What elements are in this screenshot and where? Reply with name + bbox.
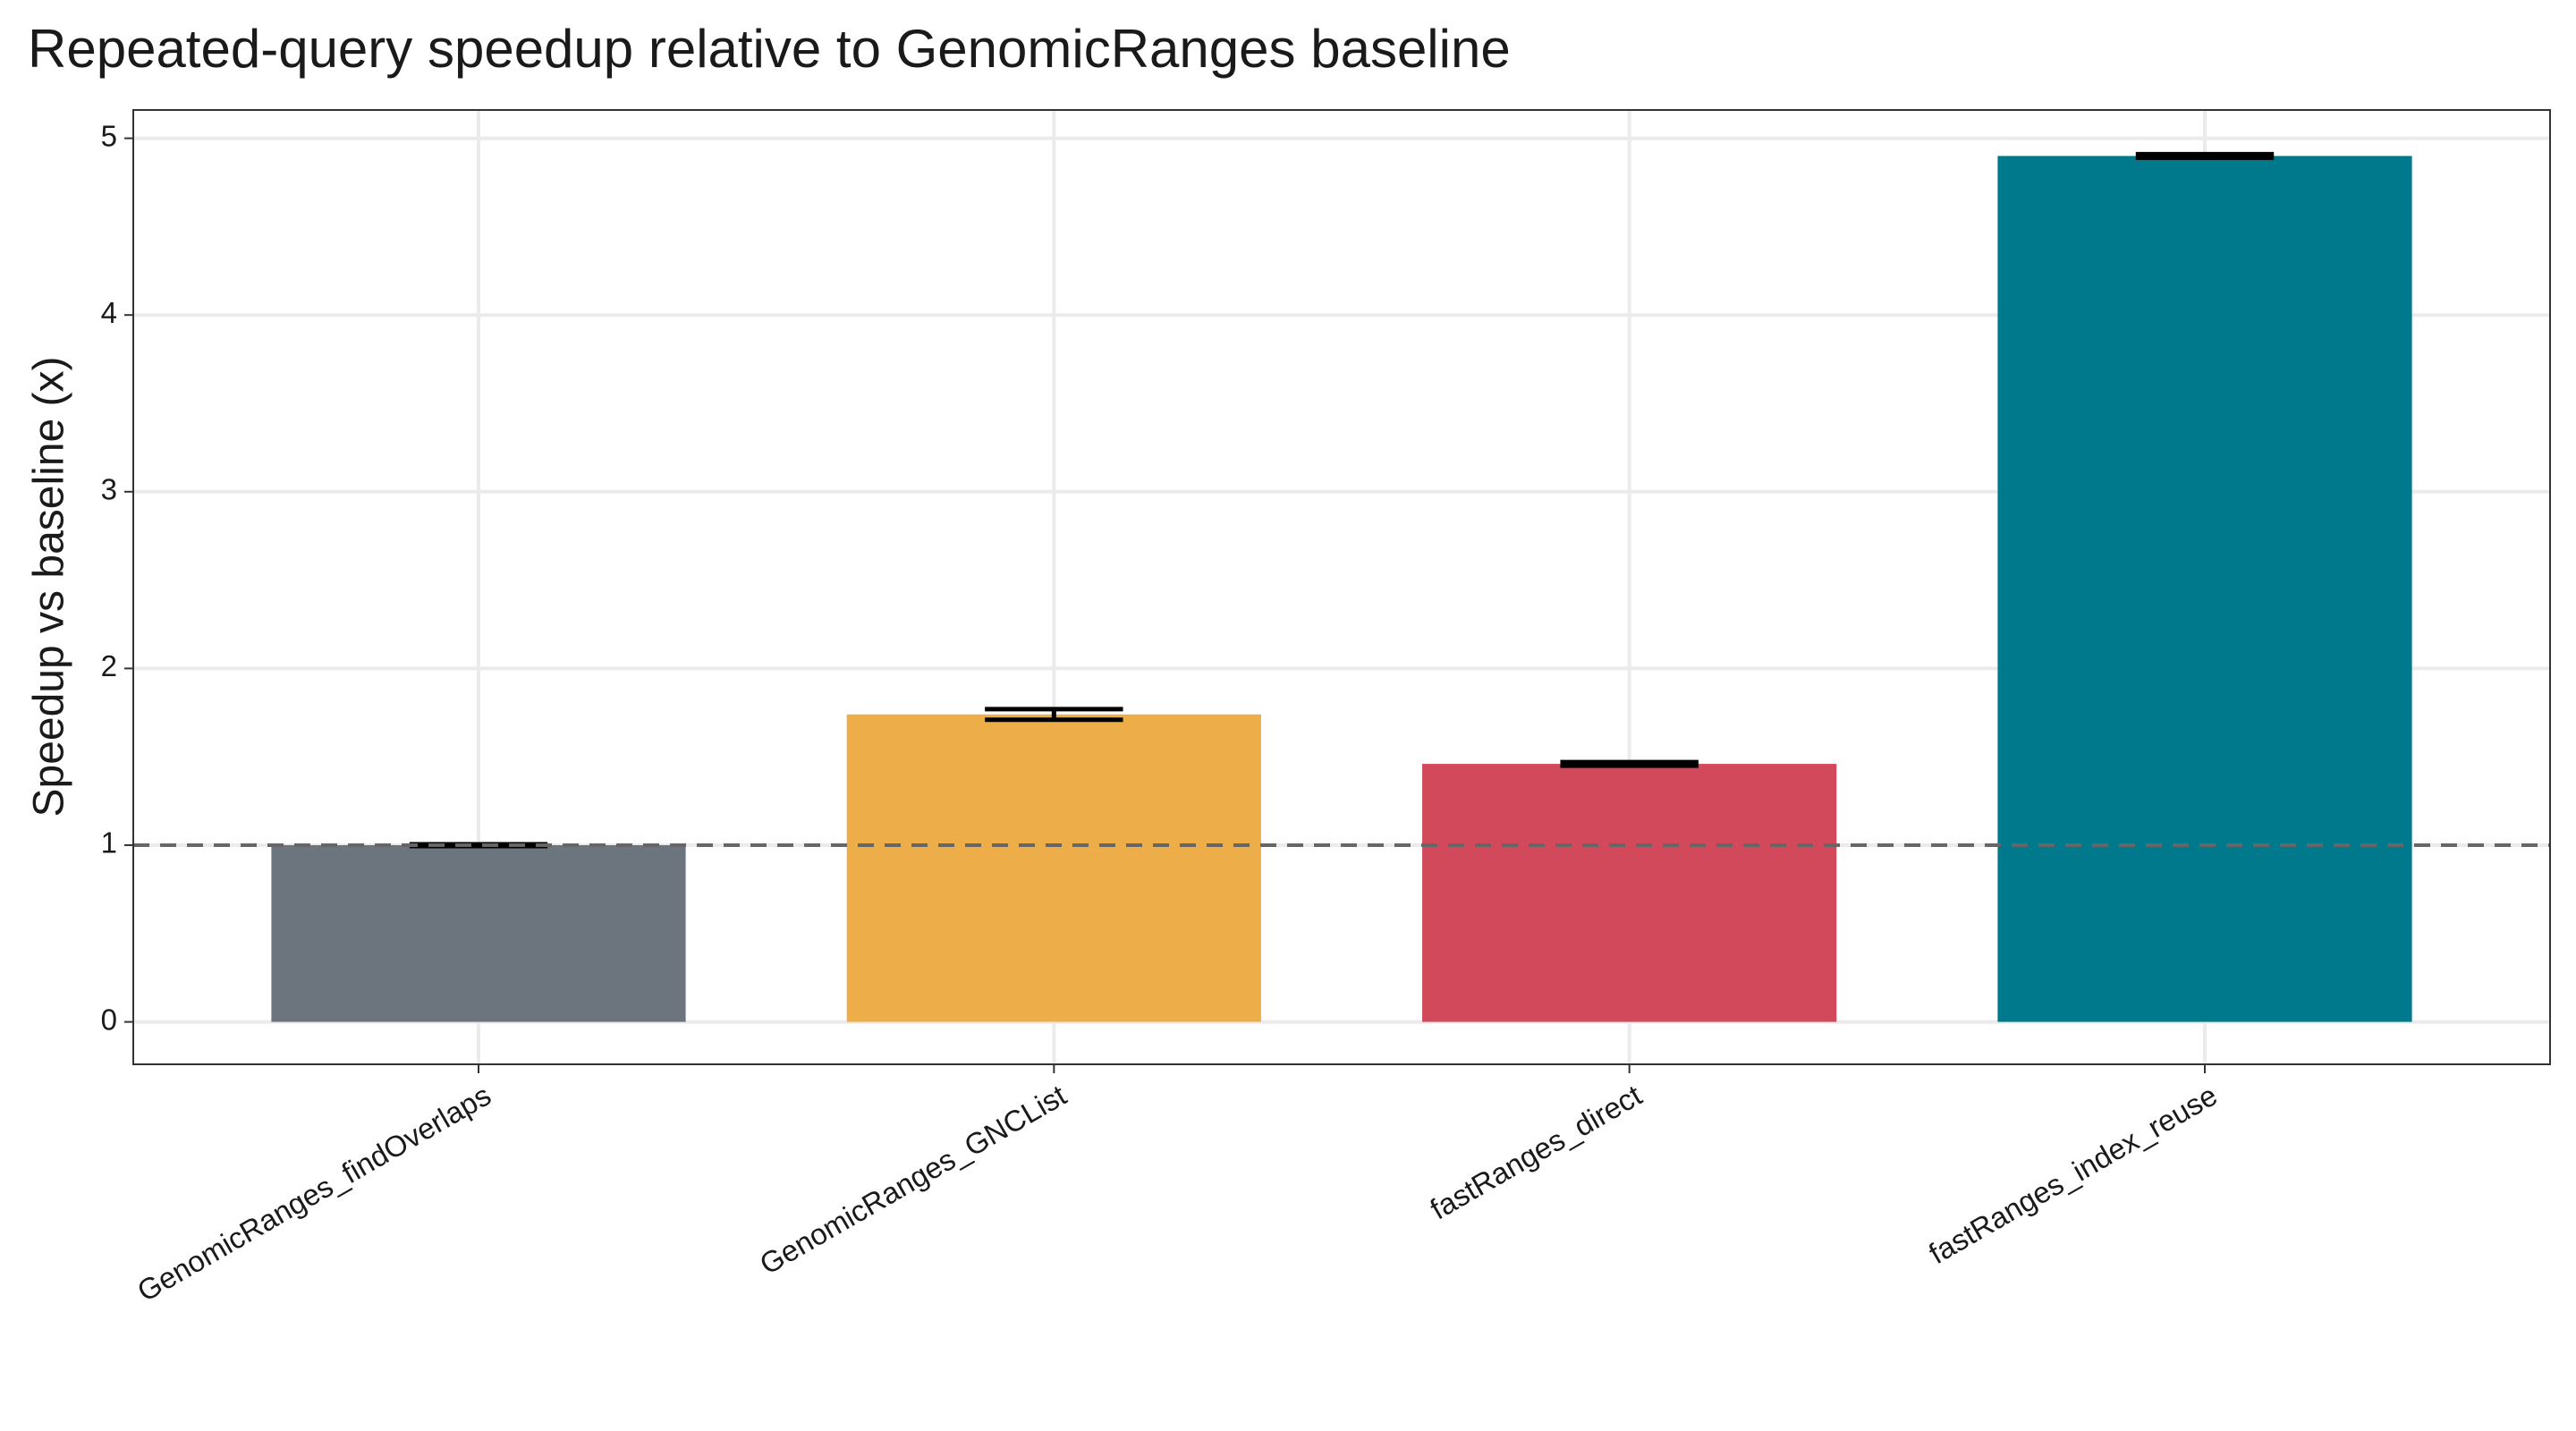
y-axis-label: Speedup vs baseline (x)	[26, 357, 73, 817]
x-tick-label: GenomicRanges_findOverlaps	[131, 1079, 496, 1308]
chart-title: Repeated-query speedup relative to Genom…	[28, 19, 1511, 79]
y-tick-label: 1	[101, 826, 117, 859]
bar	[846, 714, 1261, 1022]
y-tick-label: 2	[101, 649, 117, 682]
x-tick-label: fastRanges_direct	[1425, 1079, 1648, 1226]
y-tick-label: 4	[101, 296, 117, 329]
y-tick-label: 0	[101, 1003, 117, 1036]
x-tick-label: GenomicRanges_GNCList	[754, 1079, 1072, 1281]
x-tick-label: fastRanges_index_reuse	[1923, 1079, 2223, 1271]
y-tick-label: 5	[101, 119, 117, 152]
error-bar	[2135, 151, 2275, 160]
bar	[271, 844, 686, 1022]
error-bar	[985, 707, 1123, 723]
error-bar	[1560, 759, 1699, 768]
bar	[1997, 156, 2412, 1022]
y-tick-label: 3	[101, 473, 117, 506]
bar	[1422, 764, 1837, 1022]
plot-border	[132, 109, 2551, 1065]
